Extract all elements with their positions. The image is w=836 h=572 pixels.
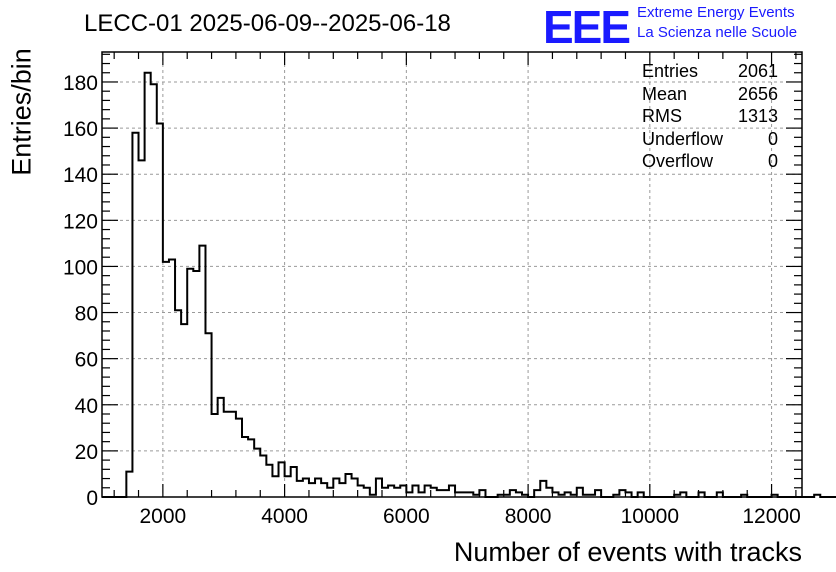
logo-caption-line2: La Scienza nelle Scuole	[637, 24, 798, 41]
stat-value: 2061	[737, 61, 778, 81]
stat-row-rms: RMS 1313	[642, 105, 778, 128]
y-tick-label: 60	[75, 349, 98, 372]
x-axis-label: Number of events with tracks	[453, 537, 802, 567]
x-tick-label: 12000	[742, 505, 800, 528]
stat-value: 1313	[737, 106, 778, 126]
x-tick-label: 4000	[261, 505, 308, 528]
y-tick-label: 100	[63, 256, 98, 279]
y-tick-label: 180	[63, 72, 98, 95]
axis-ticks	[102, 52, 802, 498]
y-tick-label: 0	[86, 487, 98, 510]
y-tick-label: 160	[63, 118, 98, 141]
stat-label: Overflow	[642, 151, 714, 171]
statistics-box: Entries 2061 Mean 2656 RMS 1313 Underflo…	[642, 60, 778, 173]
x-tick-label: 6000	[383, 505, 430, 528]
stat-row-underflow: Underflow 0	[642, 128, 778, 151]
x-tick-label: 10000	[621, 505, 679, 528]
stat-value: 2656	[737, 83, 778, 104]
stat-value: 0	[767, 151, 778, 171]
eee-logo-icon: EEE	[543, 1, 631, 53]
stat-row-overflow: Overflow 0	[642, 150, 778, 173]
y-tick-label: 20	[75, 441, 98, 464]
logo-caption-line1: Extreme Energy Events	[637, 4, 795, 21]
stat-label: Mean	[642, 83, 688, 104]
stat-value: 0	[767, 128, 778, 149]
tick-labels: 2000 4000 6000 8000 10000 1200002040608010012…	[63, 72, 801, 528]
x-tick-label: 2000	[140, 505, 187, 528]
plot-frame	[101, 51, 803, 498]
y-tick-label: 120	[63, 210, 98, 233]
chart-title: LECC-01 2025-06-09--2025-06-18	[84, 10, 451, 37]
stat-label: Underflow	[642, 128, 724, 149]
y-tick-label: 80	[75, 303, 98, 326]
y-tick-label: 140	[63, 164, 98, 187]
y-tick-label: 40	[75, 395, 98, 418]
y-axis-label: Entries/bin	[6, 48, 37, 176]
stat-row-mean: Mean 2656	[642, 83, 778, 106]
grid-lines	[102, 52, 802, 497]
stat-label: RMS	[642, 106, 682, 126]
stat-row-entries: Entries 2061	[642, 60, 778, 83]
x-tick-label: 8000	[505, 505, 552, 528]
stat-label: Entries	[642, 61, 699, 81]
